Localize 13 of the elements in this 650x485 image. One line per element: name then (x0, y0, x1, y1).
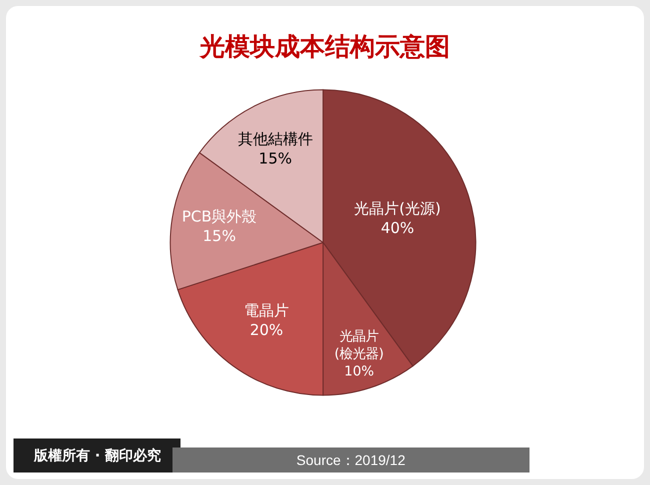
source-note: Source：2019/12 (296, 452, 406, 468)
slice-label: 光晶片(光源) (354, 200, 441, 218)
data-label: 15% (202, 226, 236, 245)
text: 版權所有 · 翻印必究 (32, 447, 162, 464)
slice-label: 電晶片 (244, 302, 290, 320)
data-label: 15% (258, 150, 292, 168)
slice-label: PCB與外殼 (182, 207, 257, 226)
slice-label: 其他結構件 (238, 130, 313, 148)
data-label: 40% (380, 219, 414, 238)
chart-title: 光模块成本结构示意图 (199, 32, 450, 61)
slice-label: 光晶片(檢光器) (334, 329, 384, 362)
data-label: 10% (344, 364, 374, 380)
data-label: 20% (250, 321, 284, 340)
